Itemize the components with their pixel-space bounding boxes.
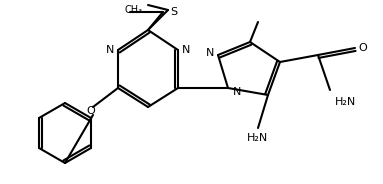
Text: N: N	[106, 45, 114, 55]
Text: N: N	[206, 48, 214, 58]
Text: N: N	[182, 45, 190, 55]
Text: O: O	[358, 43, 367, 53]
Text: CH₃: CH₃	[125, 5, 143, 15]
Text: H₂N: H₂N	[334, 97, 356, 107]
Text: N: N	[233, 87, 241, 97]
Text: O: O	[87, 106, 95, 116]
Text: S: S	[170, 7, 178, 17]
Text: H₂N: H₂N	[247, 133, 268, 143]
